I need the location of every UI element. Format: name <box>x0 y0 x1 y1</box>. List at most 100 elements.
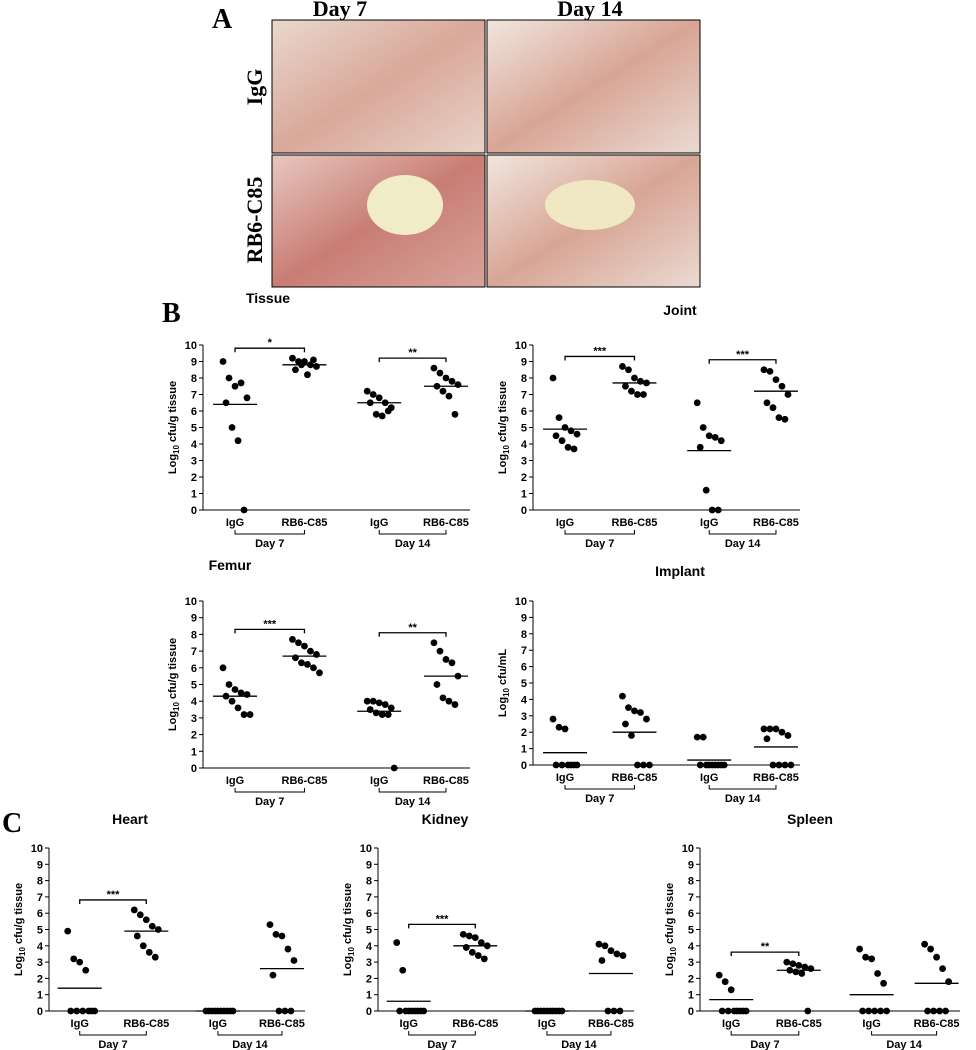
group-label: Day 14 <box>395 796 431 808</box>
data-point <box>613 950 621 958</box>
data-point <box>871 1007 878 1015</box>
data-point <box>378 711 386 718</box>
data-point <box>558 761 566 769</box>
y-tick-label: 6 <box>688 908 694 920</box>
group-label: Day 7 <box>255 538 284 550</box>
group-bracket <box>234 788 305 793</box>
significance-bracket <box>234 628 306 634</box>
y-tick-label: 6 <box>37 908 43 920</box>
data-point <box>549 374 557 382</box>
data-point <box>945 978 952 986</box>
data-point <box>936 1007 943 1015</box>
y-tick-label: 0 <box>191 763 197 775</box>
significance-bracket <box>708 359 777 364</box>
data-point <box>363 697 371 705</box>
data-point <box>555 723 563 731</box>
data-point <box>474 952 482 959</box>
data-point <box>784 732 792 739</box>
data-point <box>375 699 383 707</box>
data-point <box>561 424 569 431</box>
group-bracket <box>79 1031 147 1036</box>
data-point <box>234 437 242 445</box>
y-tick-label: 9 <box>191 613 197 625</box>
y-tick-label: 4 <box>688 941 695 953</box>
data-point <box>310 664 317 672</box>
y-axis-label: Log10 cfu/g tissue <box>497 381 511 474</box>
data-point <box>766 725 774 733</box>
group-bracket <box>378 530 447 535</box>
data-point <box>462 944 470 951</box>
data-point <box>564 443 572 451</box>
chart-title: Implant <box>655 563 705 579</box>
data-point <box>628 732 635 739</box>
y-label-part: cfu/g tissue <box>342 883 354 947</box>
data-point <box>724 1007 732 1015</box>
x-tick-label: IgG <box>700 517 718 529</box>
y-tick-label: 8 <box>688 876 694 888</box>
data-point <box>231 382 239 390</box>
data-point <box>79 1007 87 1015</box>
data-point <box>555 414 563 421</box>
y-tick-label: 10 <box>185 596 197 608</box>
y-tick-label: 5 <box>521 678 527 690</box>
data-point <box>290 957 298 964</box>
data-point <box>628 387 635 395</box>
data-point <box>781 415 789 423</box>
data-point <box>646 761 653 769</box>
significance-label: ** <box>408 347 417 359</box>
y-label-part: Log <box>664 956 676 976</box>
data-point <box>399 966 407 974</box>
data-point <box>859 1007 866 1015</box>
data-point <box>381 701 389 708</box>
data-point <box>298 659 305 667</box>
y-tick-label: 3 <box>191 456 197 468</box>
group-label: Day 14 <box>561 1039 597 1050</box>
y-tick-label: 5 <box>521 423 527 435</box>
data-point <box>933 953 940 961</box>
significance-label: *** <box>436 913 450 925</box>
data-point <box>130 906 138 914</box>
data-point <box>877 1007 884 1015</box>
data-point <box>396 1007 404 1015</box>
y-tick-label: 7 <box>191 390 197 402</box>
data-point <box>714 506 722 514</box>
significance-bracket <box>79 899 147 904</box>
y-tick-label: 3 <box>521 456 527 468</box>
data-point <box>480 955 488 963</box>
data-point <box>792 968 800 976</box>
x-tick-label: RB6-C85 <box>776 1018 822 1030</box>
data-point <box>640 761 647 769</box>
y-axis-label: Log10 cfu/g tissue <box>167 638 181 731</box>
data-point <box>269 971 277 979</box>
data-point <box>637 377 644 385</box>
y-tick-label: 4 <box>37 941 44 953</box>
data-point <box>82 966 90 974</box>
y-tick-label: 1 <box>521 489 527 501</box>
x-tick-label: IgG <box>400 1018 418 1030</box>
data-point <box>711 434 719 441</box>
data-point <box>222 399 230 407</box>
group-bracket <box>564 530 635 535</box>
y-tick-label: 2 <box>191 472 197 484</box>
data-point <box>307 647 314 655</box>
y-tick-label: 2 <box>688 973 694 985</box>
y-tick-label: 1 <box>521 744 527 756</box>
data-point <box>760 725 768 733</box>
data-point <box>477 939 485 946</box>
data-point <box>313 363 320 370</box>
x-tick-label: IgG <box>862 1018 880 1030</box>
y-label-sub: 10 <box>347 947 356 956</box>
data-point <box>316 669 323 677</box>
y-tick-label: 4 <box>521 694 528 706</box>
y-tick-label: 10 <box>185 340 197 352</box>
y-tick-label: 4 <box>191 696 198 708</box>
y-tick-label: 10 <box>31 843 43 855</box>
data-point <box>807 965 815 973</box>
data-point <box>798 970 806 977</box>
data-point <box>375 394 383 402</box>
data-point <box>91 1007 99 1015</box>
data-point <box>448 377 456 385</box>
x-tick-label: IgG <box>556 772 574 784</box>
x-tick-label: RB6-C85 <box>282 517 328 529</box>
